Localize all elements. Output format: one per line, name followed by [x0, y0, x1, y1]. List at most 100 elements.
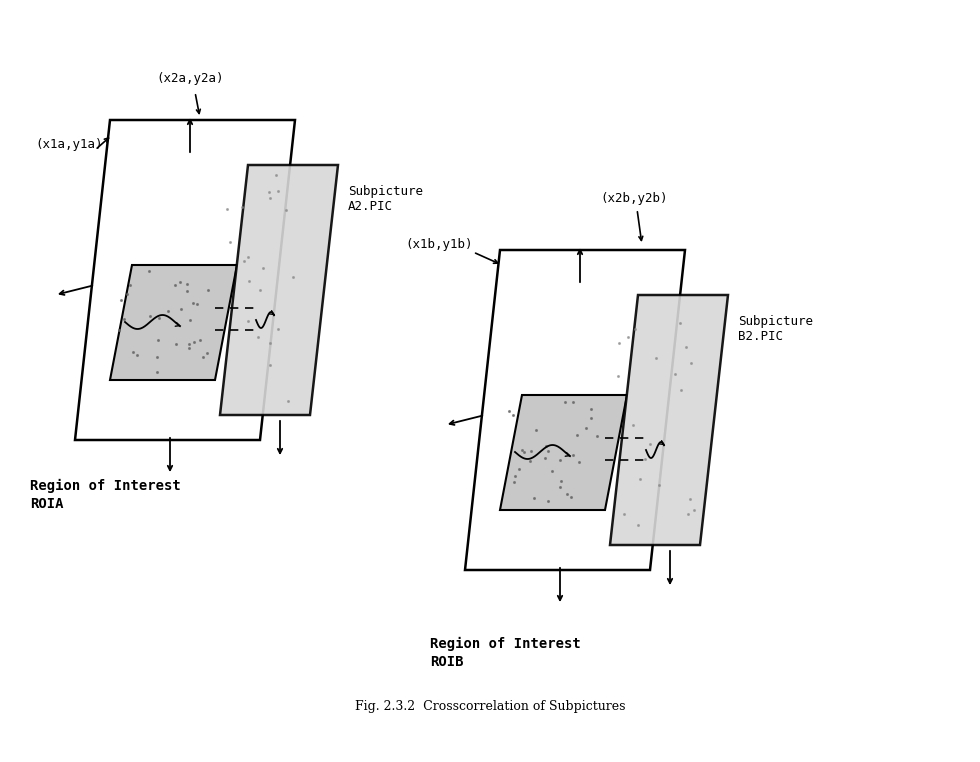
- Point: [672, 316, 688, 328]
- Point: [630, 519, 646, 531]
- Point: [262, 185, 277, 197]
- Point: [173, 303, 189, 315]
- Point: [112, 324, 127, 336]
- Point: [240, 315, 256, 328]
- Point: [667, 368, 683, 380]
- Point: [680, 508, 696, 520]
- Point: [149, 351, 165, 363]
- Point: [141, 264, 157, 277]
- Point: [241, 275, 257, 287]
- Text: (x2b,y2b): (x2b,y2b): [600, 192, 667, 205]
- Point: [263, 359, 278, 371]
- Point: [122, 279, 137, 291]
- Point: [557, 396, 572, 408]
- Point: [182, 314, 198, 326]
- Point: [571, 456, 587, 468]
- Polygon shape: [75, 120, 295, 440]
- Point: [578, 422, 594, 434]
- Point: [569, 429, 585, 441]
- Point: [564, 491, 579, 503]
- Point: [516, 446, 532, 458]
- Point: [192, 334, 208, 346]
- Polygon shape: [500, 395, 627, 510]
- Point: [632, 473, 648, 485]
- Point: [285, 271, 301, 283]
- Point: [649, 352, 664, 364]
- Point: [262, 338, 277, 350]
- Point: [637, 453, 653, 465]
- Point: [220, 203, 235, 215]
- Point: [142, 310, 158, 322]
- Point: [673, 383, 689, 395]
- Point: [270, 323, 286, 335]
- Point: [120, 288, 135, 300]
- Point: [514, 443, 529, 456]
- Point: [128, 348, 144, 360]
- Point: [523, 444, 539, 456]
- Point: [181, 338, 197, 350]
- Point: [255, 261, 270, 274]
- Point: [683, 357, 699, 369]
- Text: Subpicture
B2.PIC: Subpicture B2.PIC: [738, 315, 813, 343]
- Point: [236, 255, 252, 267]
- Point: [615, 507, 631, 520]
- Point: [270, 185, 286, 197]
- Point: [160, 305, 175, 317]
- Point: [199, 347, 215, 359]
- Point: [538, 440, 554, 452]
- Polygon shape: [610, 295, 728, 545]
- Point: [540, 445, 556, 457]
- Point: [652, 479, 667, 491]
- Polygon shape: [220, 165, 338, 415]
- Point: [522, 455, 538, 467]
- Point: [278, 204, 294, 216]
- Point: [583, 402, 599, 415]
- Point: [507, 470, 522, 482]
- Text: Region of Interest: Region of Interest: [430, 637, 581, 651]
- Text: (x2a,y2a): (x2a,y2a): [156, 72, 223, 85]
- Point: [611, 370, 626, 382]
- Point: [241, 251, 257, 263]
- Text: (x1b,y1b): (x1b,y1b): [405, 238, 472, 251]
- Point: [505, 408, 520, 421]
- Point: [553, 481, 568, 493]
- Point: [544, 465, 560, 477]
- Point: [116, 313, 131, 325]
- Point: [528, 424, 544, 436]
- Point: [501, 405, 516, 418]
- Point: [234, 200, 250, 213]
- Point: [565, 396, 581, 408]
- Point: [180, 342, 196, 354]
- Point: [252, 284, 268, 296]
- Point: [589, 431, 605, 443]
- Point: [537, 452, 553, 464]
- Polygon shape: [465, 250, 685, 570]
- Point: [559, 488, 574, 500]
- Point: [189, 298, 205, 310]
- Point: [611, 337, 626, 349]
- Point: [221, 236, 237, 248]
- Point: [195, 351, 211, 363]
- Point: [565, 449, 581, 461]
- Point: [553, 475, 568, 487]
- Text: (x1a,y1a): (x1a,y1a): [35, 138, 103, 151]
- Point: [200, 283, 216, 296]
- Point: [149, 366, 165, 378]
- Point: [526, 492, 542, 504]
- Point: [642, 437, 658, 450]
- Text: Fig. 2.3.2  Crosscorrelation of Subpictures: Fig. 2.3.2 Crosscorrelation of Subpictur…: [355, 700, 625, 713]
- Point: [682, 493, 698, 505]
- Point: [172, 276, 188, 288]
- Point: [169, 338, 184, 350]
- Point: [179, 285, 195, 297]
- Point: [678, 341, 694, 354]
- Point: [186, 335, 202, 347]
- Point: [150, 335, 166, 347]
- Point: [168, 279, 183, 291]
- Point: [125, 346, 141, 358]
- Point: [262, 192, 277, 204]
- Point: [552, 454, 567, 466]
- Point: [280, 395, 296, 407]
- Text: ROIA: ROIA: [30, 497, 64, 511]
- Point: [507, 476, 522, 488]
